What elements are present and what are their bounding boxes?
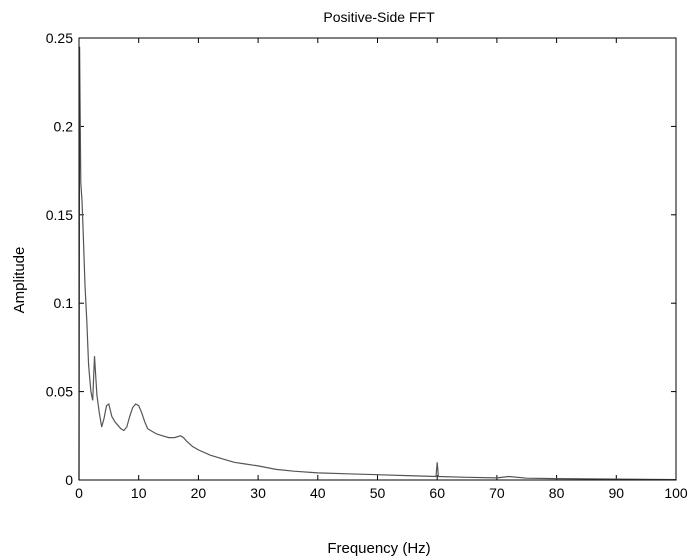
y-tick-label: 0.05: [46, 384, 73, 400]
x-tick-label: 30: [250, 485, 266, 501]
chart-title: Positive-Side FFT: [323, 9, 435, 25]
y-axis-label: Amplitude: [11, 247, 28, 314]
x-tick-label: 0: [75, 485, 83, 501]
x-tick-label: 40: [310, 485, 326, 501]
y-tick-label: 0.15: [46, 207, 73, 223]
x-ticks: 0 10 20 30 40 50 60 70 80 90 100: [75, 38, 688, 501]
y-tick-label: 0.2: [54, 118, 74, 134]
y-tick-label: 0: [65, 472, 73, 488]
y-tick-label: 0.25: [46, 30, 73, 46]
x-tick-label: 20: [191, 485, 207, 501]
x-tick-label: 80: [549, 485, 565, 501]
x-tick-label: 60: [429, 485, 445, 501]
x-tick-label: 10: [131, 485, 147, 501]
x-tick-label: 70: [489, 485, 505, 501]
x-tick-label: 50: [370, 485, 386, 501]
x-axis-label: Frequency (Hz): [327, 540, 430, 557]
plot-frame: [78, 37, 677, 481]
y-ticks: 0 0.05 0.1 0.15 0.2 0.25: [46, 30, 676, 488]
y-tick-label: 0.1: [54, 295, 74, 311]
x-tick-label: 90: [609, 485, 625, 501]
series-line: [78, 46, 677, 481]
x-tick-label: 100: [664, 485, 688, 501]
